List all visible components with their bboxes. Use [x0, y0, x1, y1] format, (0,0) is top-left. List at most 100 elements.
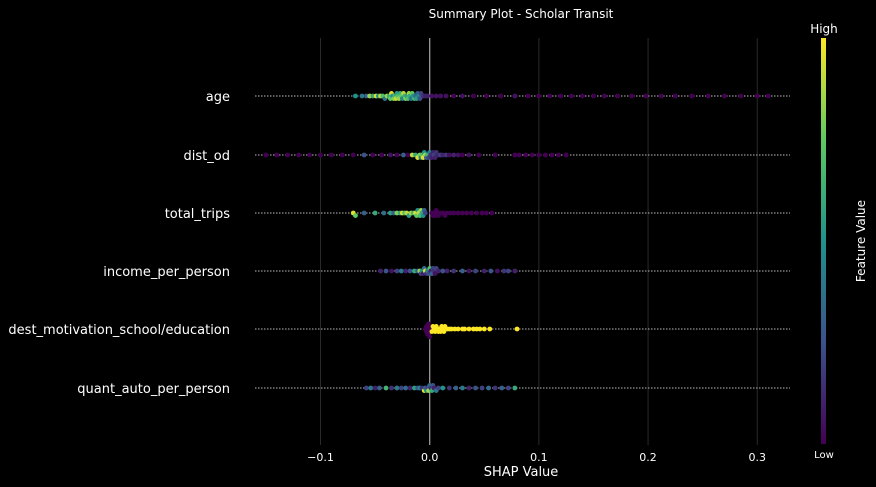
- shap-point: [274, 152, 280, 158]
- shap-point: [432, 155, 438, 161]
- shap-point: [432, 271, 438, 276]
- shap-point: [543, 152, 548, 158]
- feature-row: dist_od: [184, 149, 790, 164]
- x-tick-label: 0.3: [748, 451, 766, 464]
- shap-point: [417, 96, 423, 101]
- shap-point: [468, 210, 474, 216]
- shap-point: [765, 93, 771, 99]
- shap-point: [738, 93, 744, 99]
- x-tick-label: 0.0: [421, 451, 439, 464]
- shap-point: [492, 152, 498, 158]
- shap-point: [473, 385, 478, 391]
- shap-point: [372, 210, 378, 216]
- shap-point: [383, 385, 389, 391]
- shap-point: [372, 385, 378, 391]
- shap-point: [444, 268, 450, 274]
- shap-point: [377, 385, 382, 391]
- shap-point: [451, 210, 457, 216]
- shap-point: [460, 268, 465, 274]
- shap-point: [488, 268, 494, 274]
- shap-point: [499, 385, 505, 391]
- shap-point: [407, 268, 413, 274]
- shap-point: [436, 385, 441, 391]
- shap-point: [505, 268, 511, 274]
- shap-point: [516, 152, 522, 158]
- feature-row: total_trips: [165, 207, 790, 222]
- shap-point: [514, 326, 520, 332]
- feature-label: dist_od: [184, 149, 230, 164]
- shap-point: [466, 385, 472, 391]
- shap-point: [394, 385, 400, 391]
- shap-point: [536, 152, 542, 158]
- shap-point: [378, 268, 383, 274]
- shap-point: [460, 93, 465, 99]
- shap-point: [368, 385, 374, 391]
- shap-point: [353, 93, 358, 99]
- shap-point: [536, 93, 542, 99]
- colorbar-low-label: Low: [814, 450, 834, 461]
- shap-point: [705, 93, 711, 99]
- feature-label: dest_motivation_school/education: [8, 323, 230, 338]
- feature-label: age: [206, 90, 230, 105]
- feature-row: age: [206, 90, 790, 105]
- shap-point: [462, 326, 468, 332]
- shap-point: [424, 324, 429, 329]
- shap-point: [481, 268, 487, 274]
- shap-point: [443, 93, 449, 99]
- shap-point: [359, 93, 365, 99]
- shap-point: [523, 152, 529, 158]
- feature-label: income_per_person: [103, 265, 230, 280]
- shap-point: [451, 152, 457, 158]
- shap-point: [512, 385, 518, 391]
- shap-point: [441, 329, 447, 334]
- colorbar-high-label: High: [810, 22, 838, 36]
- shap-point: [466, 268, 472, 274]
- colorbar-title: Feature Value: [854, 200, 868, 282]
- shap-point: [389, 385, 394, 391]
- shap-point: [549, 152, 555, 158]
- shap-point: [451, 93, 457, 99]
- shap-point: [440, 268, 446, 274]
- shap-point: [381, 210, 387, 216]
- shap-point: [361, 152, 367, 158]
- shap-point: [422, 210, 428, 216]
- shap-point: [481, 326, 487, 332]
- shap-point: [263, 152, 269, 158]
- shap-point: [487, 326, 493, 332]
- shap-point: [451, 268, 457, 274]
- shap-point: [591, 93, 596, 99]
- shap-point: [398, 385, 404, 391]
- shap-point: [383, 268, 389, 274]
- colorbar: High Low Feature Value: [810, 22, 868, 461]
- shap-point: [403, 268, 409, 274]
- colorbar-gradient: [821, 38, 826, 444]
- shap-point: [484, 93, 489, 99]
- shap-point: [363, 385, 369, 391]
- shap-point: [307, 152, 312, 158]
- shap-point: [479, 210, 485, 216]
- shap-point: [494, 268, 500, 274]
- shap-point: [350, 152, 356, 158]
- shap-point: [318, 152, 323, 158]
- shap-point: [455, 152, 461, 158]
- shap-point: [394, 152, 400, 158]
- shap-point: [547, 93, 553, 99]
- shap-point: [484, 210, 489, 216]
- shap-point: [405, 152, 411, 158]
- grid-lines: [320, 38, 758, 445]
- shap-point: [296, 152, 302, 158]
- shap-point: [498, 93, 504, 99]
- shap-point: [466, 326, 472, 332]
- shap-point: [754, 93, 760, 99]
- shap-point: [489, 210, 495, 216]
- shap-point: [580, 93, 585, 99]
- feature-label: quant_auto_per_person: [77, 382, 230, 397]
- shap-point: [285, 152, 291, 158]
- feature-row: quant_auto_per_person: [77, 382, 790, 397]
- shap-point: [446, 385, 452, 391]
- shap-point: [470, 93, 476, 99]
- x-axis-label: SHAP Value: [484, 465, 559, 480]
- shap-point: [473, 268, 478, 274]
- shap-point: [601, 93, 607, 99]
- shap-point: [460, 385, 465, 391]
